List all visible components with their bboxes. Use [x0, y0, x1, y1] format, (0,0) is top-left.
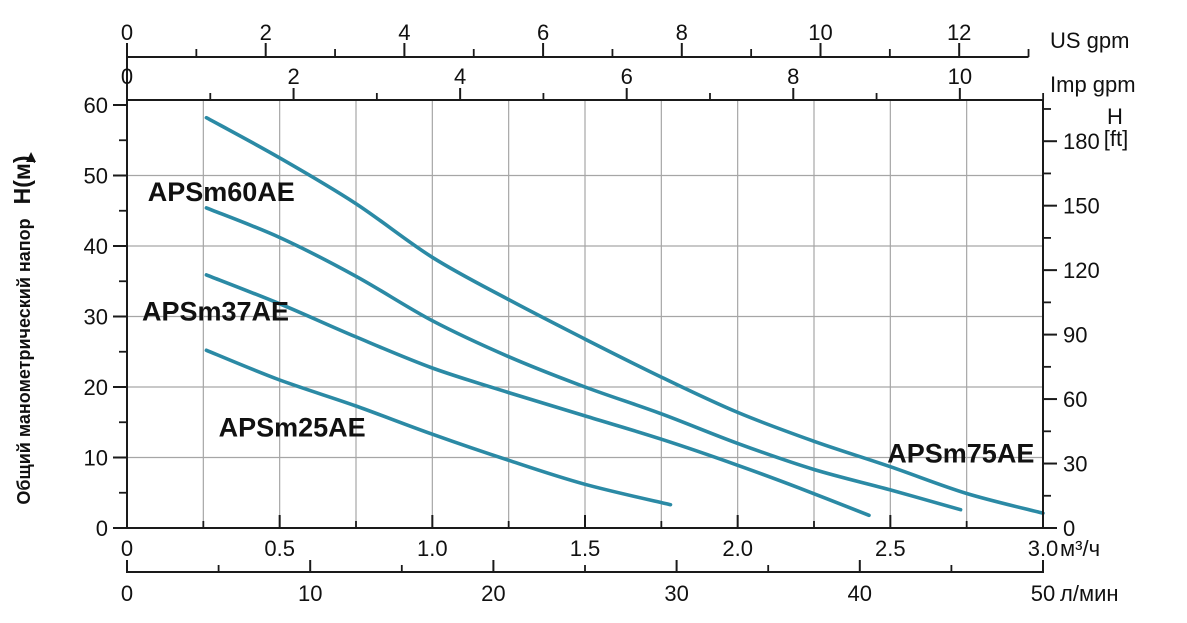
y-left-tick-label: 10: [84, 446, 108, 471]
series-label-apsm37ae: APSm37AE: [142, 297, 289, 327]
x-imp-tick-label: 0: [121, 64, 133, 89]
x-us-tick-label: 0: [121, 20, 133, 45]
x-imp-tick-label: 4: [454, 64, 466, 89]
x-imp-tick-label: 10: [948, 64, 972, 89]
x-lmin-tick-label: 20: [481, 581, 505, 606]
x-m3h-tick-label: 1.5: [570, 536, 601, 561]
x-m3h-tick-label: 2.0: [722, 536, 753, 561]
x-us-tick-label: 10: [808, 20, 832, 45]
y-left-axis-symbol: Н(м): [9, 155, 35, 204]
x-us-tick-label: 2: [260, 20, 272, 45]
y-right-tick-label: 90: [1063, 323, 1087, 348]
y-left-axis-title: Общий манометрический напор Н(м): [9, 155, 35, 504]
x-m3h-tick-label: 0.5: [264, 536, 295, 561]
x-lmin-unit-label: л/мин: [1060, 581, 1119, 606]
x-imp-tick-label: 2: [287, 64, 299, 89]
y-right-symbol: H: [1107, 104, 1123, 129]
y-left-tick-label: 20: [84, 375, 108, 400]
curve-apsm37ae: [204, 273, 871, 518]
y-left-tick-label: 30: [84, 305, 108, 330]
series-label-apsm25ae: APSm25AE: [219, 412, 366, 442]
y-left-axis-title-text: Общий манометрический напор: [14, 218, 34, 504]
x-lmin-tick-label: 0: [121, 581, 133, 606]
x-us-tick-label: 8: [676, 20, 688, 45]
y-right-tick-label: 180: [1063, 129, 1100, 154]
x-us-tick-label: 4: [398, 20, 410, 45]
curve-apsm60ae: [204, 206, 963, 512]
x-us-unit-label: US gpm: [1050, 28, 1129, 53]
x-imp-tick-label: 6: [621, 64, 633, 89]
series-label-apsm75ae: APSm75AE: [887, 438, 1034, 468]
x-imp-tick-label: 8: [787, 64, 799, 89]
x-imp-unit-label: Imp gpm: [1050, 72, 1136, 97]
x-lmin-tick-label: 10: [298, 581, 322, 606]
curve-apsm75ae: [204, 115, 1045, 515]
y-left-tick-label: 0: [96, 516, 108, 541]
y-right-tick-label: 120: [1063, 258, 1100, 283]
y-left-tick-label: 40: [84, 234, 108, 259]
y-right-tick-label: 150: [1063, 194, 1100, 219]
x-m3h-tick-label: 3.0: [1028, 536, 1059, 561]
y-left-tick-label: 60: [84, 93, 108, 118]
y-right-tick-label: 0: [1063, 516, 1075, 541]
y-left-tick-label: 50: [84, 164, 108, 189]
x-m3h-unit-label: м³/ч: [1060, 536, 1100, 561]
x-us-tick-label: 6: [537, 20, 549, 45]
x-lmin-tick-label: 40: [848, 581, 872, 606]
x-us-tick-label: 12: [947, 20, 971, 45]
y-right-tick-label: 60: [1063, 387, 1087, 412]
x-lmin-tick-label: 50: [1031, 581, 1055, 606]
x-m3h-tick-label: 2.5: [875, 536, 906, 561]
y-left-axis-arrow-icon: ▲: [23, 147, 40, 166]
x-lmin-tick-label: 30: [664, 581, 688, 606]
series-label-apsm60ae: APSm60AE: [148, 177, 295, 207]
x-m3h-tick-label: 0: [121, 536, 133, 561]
x-m3h-tick-label: 1.0: [417, 536, 448, 561]
y-right-unit-label: [ft]: [1104, 126, 1128, 151]
curve-apsm25ae: [204, 348, 673, 507]
y-right-tick-label: 30: [1063, 452, 1087, 477]
